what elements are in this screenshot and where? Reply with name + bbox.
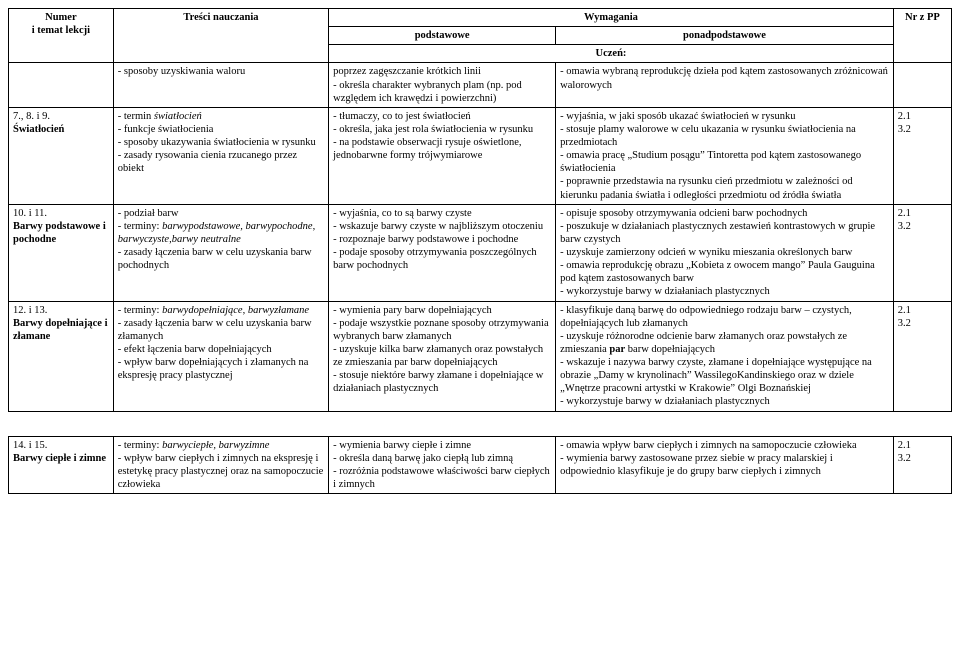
lesson-number: 12. i 13.Barwy dopełniające i złamane [9, 301, 114, 411]
pp-number [893, 63, 951, 107]
lesson-number [9, 63, 114, 107]
pp-number: 2.13.2 [893, 107, 951, 204]
basic-requirements: - wymienia pary barw dopełniających- pod… [329, 301, 556, 411]
header-number: Numeri temat lekcji [9, 9, 114, 63]
teaching-content: - sposoby uzyskiwania waloru [113, 63, 328, 107]
pp-number: 2.13.2 [893, 436, 951, 494]
extended-requirements: - wyjaśnia, w jaki sposób ukazać światło… [556, 107, 894, 204]
teaching-content: - termin światłocień- funkcje światłocie… [113, 107, 328, 204]
extended-requirements: - opisuje sposoby otrzymywania odcieni b… [556, 204, 894, 301]
lesson-number: 14. i 15.Barwy ciepłe i zimne [9, 436, 114, 494]
lesson-number: 7., 8. i 9.Światłocień [9, 107, 114, 204]
header-student: Uczeń: [329, 45, 894, 63]
spacer-row [9, 411, 952, 436]
extended-requirements: - klasyfikuje daną barwę do odpowiednieg… [556, 301, 894, 411]
header-requirements: Wymagania [329, 9, 894, 27]
extended-requirements: - omawia wybraną reprodukcję dzieła pod … [556, 63, 894, 107]
pp-number: 2.13.2 [893, 204, 951, 301]
header-content: Treści nauczania [113, 9, 328, 63]
lesson-number: 10. i 11.Barwy podstawowe i pochodne [9, 204, 114, 301]
pp-number: 2.13.2 [893, 301, 951, 411]
header-extended: ponadpodstawowe [556, 27, 894, 45]
extended-requirements: - omawia wpływ barw ciepłych i zimnych n… [556, 436, 894, 494]
teaching-content: - podział barw- terminy: barwypodstawowe… [113, 204, 328, 301]
basic-requirements: - wyjaśnia, co to są barwy czyste- wskaz… [329, 204, 556, 301]
header-pp: Nr z PP [893, 9, 951, 63]
curriculum-table: Numeri temat lekcji Treści nauczania Wym… [8, 8, 952, 494]
basic-requirements: - tłumaczy, co to jest światłocień- okre… [329, 107, 556, 204]
teaching-content: - terminy: barwydopełniające, barwyzłama… [113, 301, 328, 411]
basic-requirements: poprzez zagęszczanie krótkich linii- okr… [329, 63, 556, 107]
header-basic: podstawowe [329, 27, 556, 45]
basic-requirements: - wymienia barwy ciepłe i zimne- określa… [329, 436, 556, 494]
teaching-content: - terminy: barwyciepłe, barwyzimne- wpły… [113, 436, 328, 494]
